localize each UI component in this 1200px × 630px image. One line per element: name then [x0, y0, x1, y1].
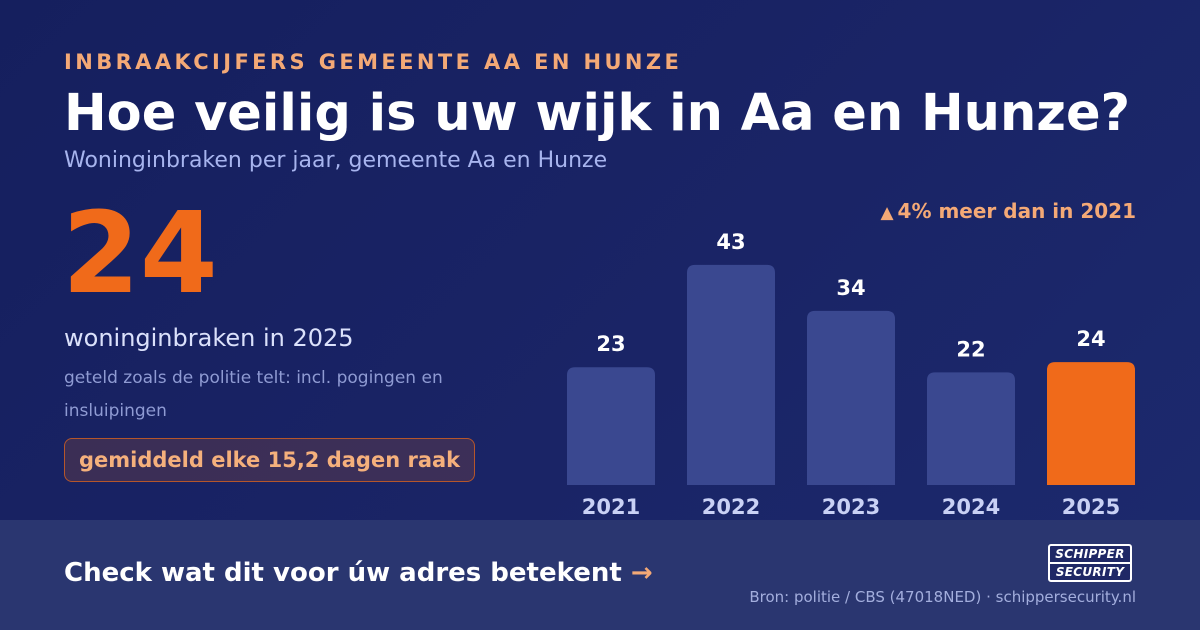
logo-line-1: SCHIPPER — [1055, 547, 1125, 561]
value-label-2022: 43 — [716, 230, 745, 254]
big-number: 24 — [62, 189, 218, 319]
change-indicator: ▲ 4% meer dan in 2021 — [880, 199, 1136, 223]
bar-2025 — [1047, 362, 1135, 485]
page-subtitle: Woninginbraken per jaar, gemeente Aa en … — [64, 148, 608, 173]
value-label-2021: 23 — [596, 332, 625, 356]
value-label-2024: 22 — [956, 337, 985, 361]
triangle-up-icon: ▲ — [880, 203, 894, 223]
brand-logo: SCHIPPER SECURITY — [1048, 544, 1132, 582]
footer-bar: Check wat dit voor úw adres betekent → S… — [0, 520, 1200, 630]
change-label: 4% meer dan in 2021 — [897, 199, 1136, 223]
page-title: Hoe veilig is uw wijk in Aa en Hunze? — [64, 84, 1131, 143]
category-label-2024: 2024 — [942, 495, 1000, 519]
category-label-2022: 2022 — [702, 495, 760, 519]
bar-2022 — [687, 264, 775, 485]
bar-2024 — [927, 372, 1015, 485]
arrow-right-icon: → — [630, 558, 653, 588]
big-number-caption: woninginbraken in 2025 — [64, 324, 354, 352]
value-label-2023: 34 — [836, 276, 865, 300]
value-label-2025: 24 — [1076, 327, 1105, 351]
category-label-2023: 2023 — [822, 495, 880, 519]
category-label-2021: 2021 — [582, 495, 640, 519]
eyebrow: INBRAAKCIJFERS GEMEENTE AA EN HUNZE — [64, 50, 683, 74]
cta-link[interactable]: Check wat dit voor úw adres betekent → — [64, 558, 653, 588]
bar-2021 — [567, 367, 655, 485]
category-label-2025: 2025 — [1062, 495, 1120, 519]
source-credit: Bron: politie / CBS (47018NED) · schippe… — [749, 588, 1136, 606]
bar-2023 — [807, 310, 895, 485]
frequency-pill: gemiddeld elke 15,2 dagen raak — [64, 438, 476, 482]
count-note: geteld zoals de politie telt: incl. pogi… — [64, 368, 443, 421]
logo-line-2: SECURITY — [1050, 562, 1130, 580]
cta-label: Check wat dit voor úw adres betekent — [64, 558, 622, 588]
